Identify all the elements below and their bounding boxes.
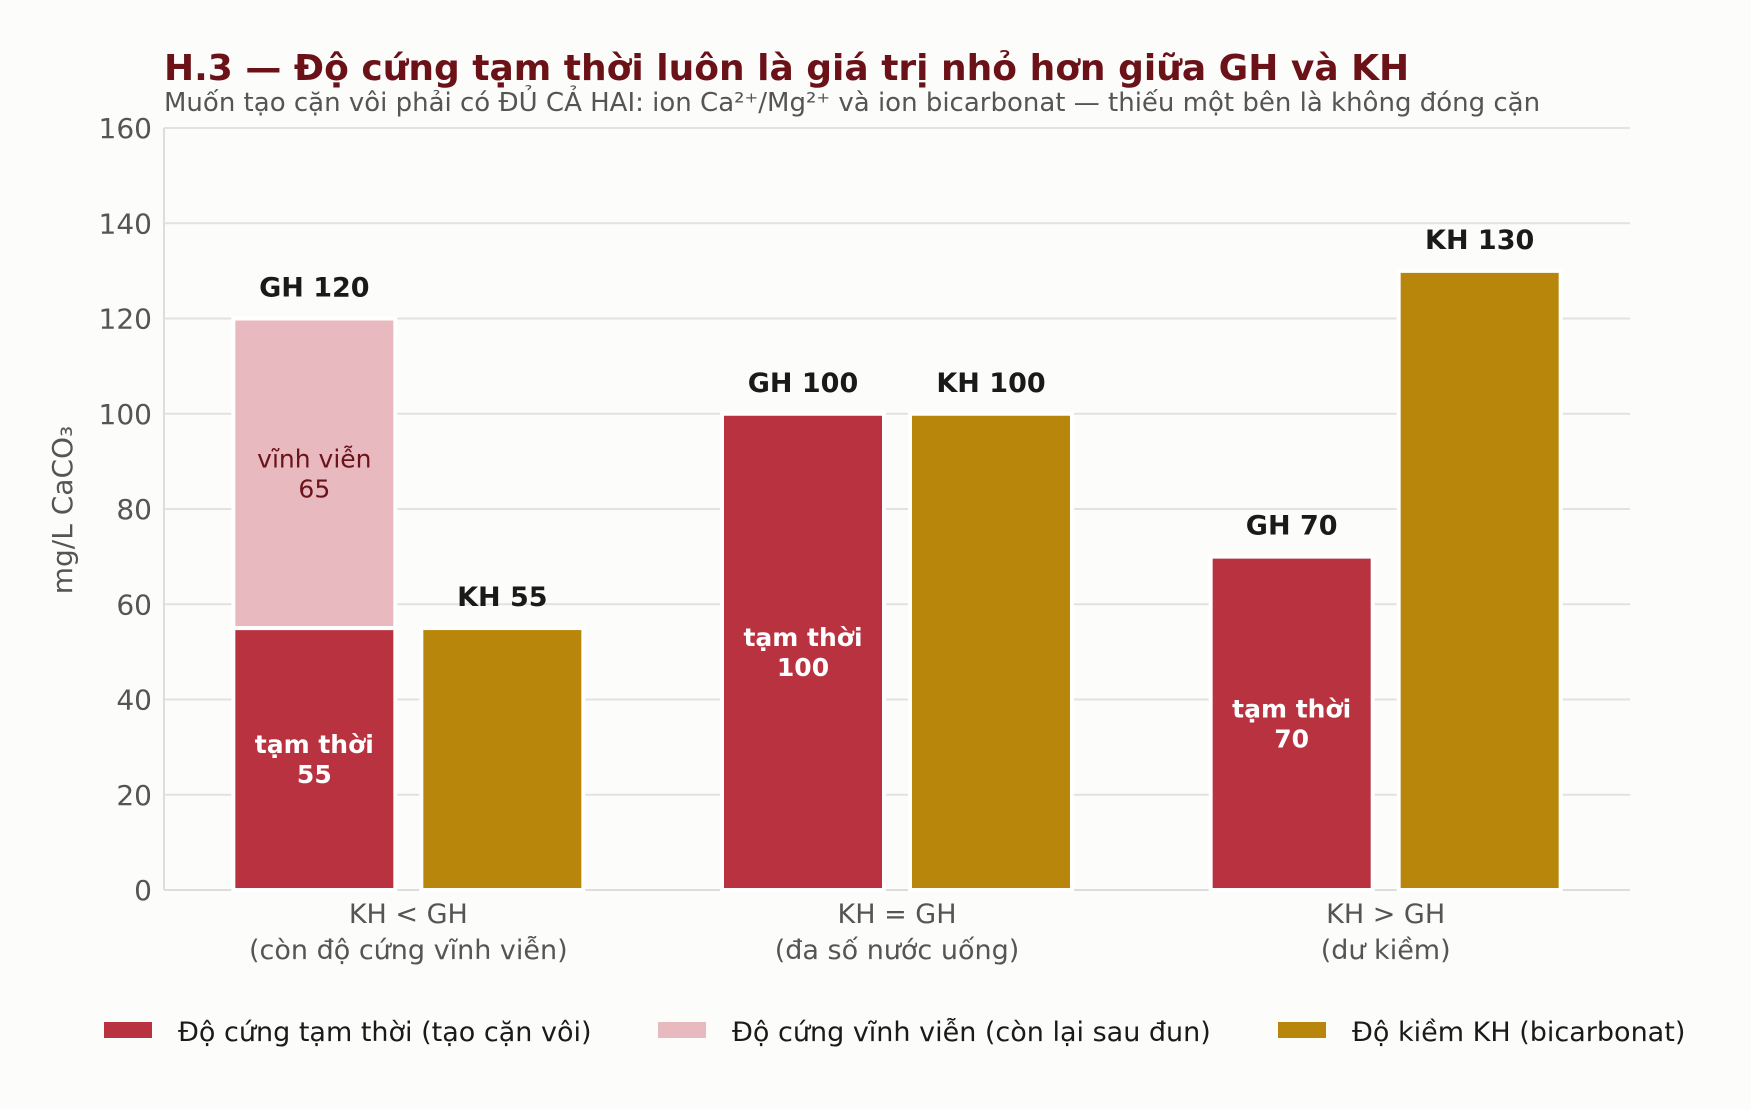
y-tick-label: 0 [134,874,152,907]
y-axis-label: mg/L CaCO₃ [46,426,79,595]
temporary-label: tạm thời [1232,694,1351,723]
y-tick-label: 160 [99,112,152,145]
bar-temporary-hardness [720,411,886,892]
legend-label: Độ kiềm KH (bicarbonat) [1352,1017,1685,1048]
bar-temporary-hardness [1208,554,1375,892]
legend-swatch [104,1022,152,1038]
x-category-sublabel: (còn độ cứng vĩnh viễn) [249,935,568,966]
bar-permanent-hardness [231,316,398,631]
legend-swatch [1278,1022,1326,1038]
grid-layer [164,127,1630,891]
bar-layer [231,268,1563,892]
x-category-sublabel: (đa số nước uống) [775,935,1020,966]
y-tick-label: 80 [116,493,152,526]
temporary-value: 100 [777,653,829,682]
permanent-label: vĩnh viễn [257,444,371,473]
bar-temporary-hardness [231,626,398,892]
chart-subtitle: Muốn tạo cặn vôi phải có ĐỦ CẢ HAI: ion … [164,84,1540,118]
x-category-label: KH < GH [349,899,468,930]
y-tick-label: 100 [99,398,152,431]
temporary-value: 55 [297,760,332,789]
legend: Độ cứng tạm thời (tạo cặn vôi) Độ cứng vĩ… [104,1017,1685,1048]
y-tick-label: 40 [116,684,152,717]
gh-total-label: GH 100 [748,368,859,399]
gh-total-label: GH 70 [1246,511,1338,542]
y-tick-label: 140 [99,207,152,240]
permanent-value: 65 [298,474,330,503]
y-tick-label: 120 [99,303,152,336]
x-category-label: KH > GH [1326,899,1445,930]
y-tick-label: 20 [116,779,152,812]
kh-total-label: KH 100 [936,368,1045,399]
bar-kh [908,411,1074,892]
gh-total-label: GH 120 [259,273,370,304]
legend-label: Độ cứng tạm thời (tạo cặn vôi) [178,1017,592,1048]
axis-layer: 0 20 40 60 80 100 120 140 160 KH < GH (còn độ cứng… [99,112,1630,966]
chart-title: H.3 — Độ cứng tạm thời luôn là giá trị n… [164,48,1409,89]
x-category-sublabel: (dư kiềm) [1321,935,1451,966]
legend-label: Độ cứng vĩnh viễn (còn lại sau đun) [732,1017,1211,1048]
kh-total-label: KH 55 [457,582,548,613]
bar-kh [1396,268,1563,892]
legend-swatch [658,1022,706,1038]
kh-total-label: KH 130 [1425,225,1534,256]
temporary-label: tạm thời [743,623,862,652]
bar-kh [419,626,586,892]
x-category-label: KH = GH [837,899,956,930]
temporary-label: tạm thời [255,730,374,759]
temporary-value: 70 [1274,724,1309,753]
y-tick-label: 60 [116,588,152,621]
